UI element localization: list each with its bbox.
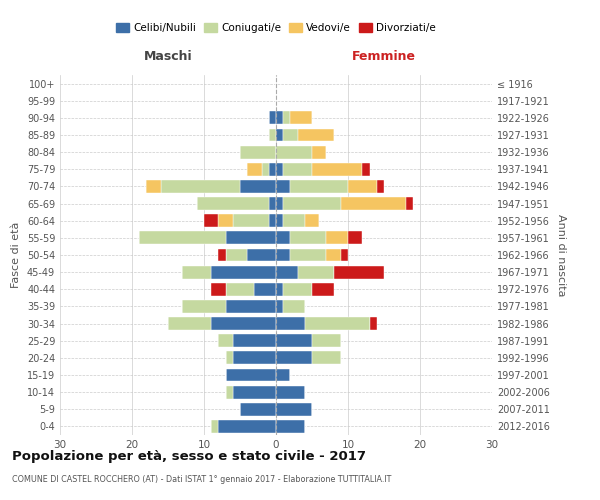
Bar [283,214,305,227]
Bar [269,112,276,124]
Bar [233,352,276,364]
Bar [276,163,283,175]
Bar [276,420,305,433]
Bar [218,420,276,433]
Bar [362,163,370,175]
Bar [290,232,326,244]
Bar [406,197,413,210]
Bar [247,163,262,175]
Bar [226,283,254,296]
Bar [283,283,312,296]
Bar [276,180,290,193]
Bar [233,386,276,398]
Bar [269,214,276,227]
Bar [269,197,276,210]
Bar [240,146,276,158]
Bar [298,128,334,141]
Bar [276,317,305,330]
Y-axis label: Fasce di età: Fasce di età [11,222,21,288]
Bar [276,214,283,227]
Bar [211,266,276,278]
Bar [204,214,218,227]
Bar [312,283,334,296]
Bar [226,300,276,313]
Bar [283,300,305,313]
Bar [247,248,276,262]
Bar [298,266,334,278]
Bar [240,180,276,193]
Bar [276,334,312,347]
Bar [312,352,341,364]
Bar [168,317,211,330]
Text: Popolazione per età, sesso e stato civile - 2017: Popolazione per età, sesso e stato civil… [12,450,366,463]
Bar [218,334,233,347]
Bar [312,334,341,347]
Legend: Celibi/Nubili, Coniugati/e, Vedovi/e, Divorziati/e: Celibi/Nubili, Coniugati/e, Vedovi/e, Di… [112,19,440,38]
Bar [305,214,319,227]
Bar [218,248,226,262]
Bar [283,128,298,141]
Bar [341,197,406,210]
Bar [377,180,384,193]
Bar [276,128,283,141]
Bar [226,248,247,262]
Bar [262,163,269,175]
Bar [226,232,276,244]
Bar [211,283,226,296]
Bar [305,317,370,330]
Bar [254,283,276,296]
Bar [211,317,276,330]
Bar [276,248,290,262]
Bar [312,163,362,175]
Bar [240,403,276,415]
Bar [283,197,341,210]
Bar [269,128,276,141]
Bar [312,146,326,158]
Bar [348,180,377,193]
Bar [197,197,269,210]
Bar [341,248,348,262]
Bar [326,232,348,244]
Bar [276,300,283,313]
Bar [269,163,276,175]
Bar [233,334,276,347]
Bar [348,232,362,244]
Bar [233,214,269,227]
Bar [139,232,226,244]
Bar [276,352,312,364]
Bar [276,283,283,296]
Y-axis label: Anni di nascita: Anni di nascita [556,214,566,296]
Bar [326,248,341,262]
Bar [276,197,283,210]
Text: COMUNE DI CASTEL ROCCHERO (AT) - Dati ISTAT 1° gennaio 2017 - Elaborazione TUTTI: COMUNE DI CASTEL ROCCHERO (AT) - Dati IS… [12,475,391,484]
Bar [226,352,233,364]
Text: Maschi: Maschi [143,50,193,63]
Bar [276,368,290,382]
Bar [276,403,312,415]
Bar [276,266,298,278]
Bar [182,266,211,278]
Bar [211,420,218,433]
Bar [276,112,283,124]
Bar [283,112,290,124]
Bar [161,180,240,193]
Bar [182,300,226,313]
Bar [226,368,276,382]
Bar [276,232,290,244]
Text: Femmine: Femmine [352,50,416,63]
Bar [290,248,326,262]
Bar [370,317,377,330]
Bar [218,214,233,227]
Bar [290,180,348,193]
Bar [146,180,161,193]
Bar [283,163,312,175]
Bar [226,386,233,398]
Bar [290,112,312,124]
Bar [276,146,312,158]
Bar [276,386,305,398]
Bar [334,266,384,278]
